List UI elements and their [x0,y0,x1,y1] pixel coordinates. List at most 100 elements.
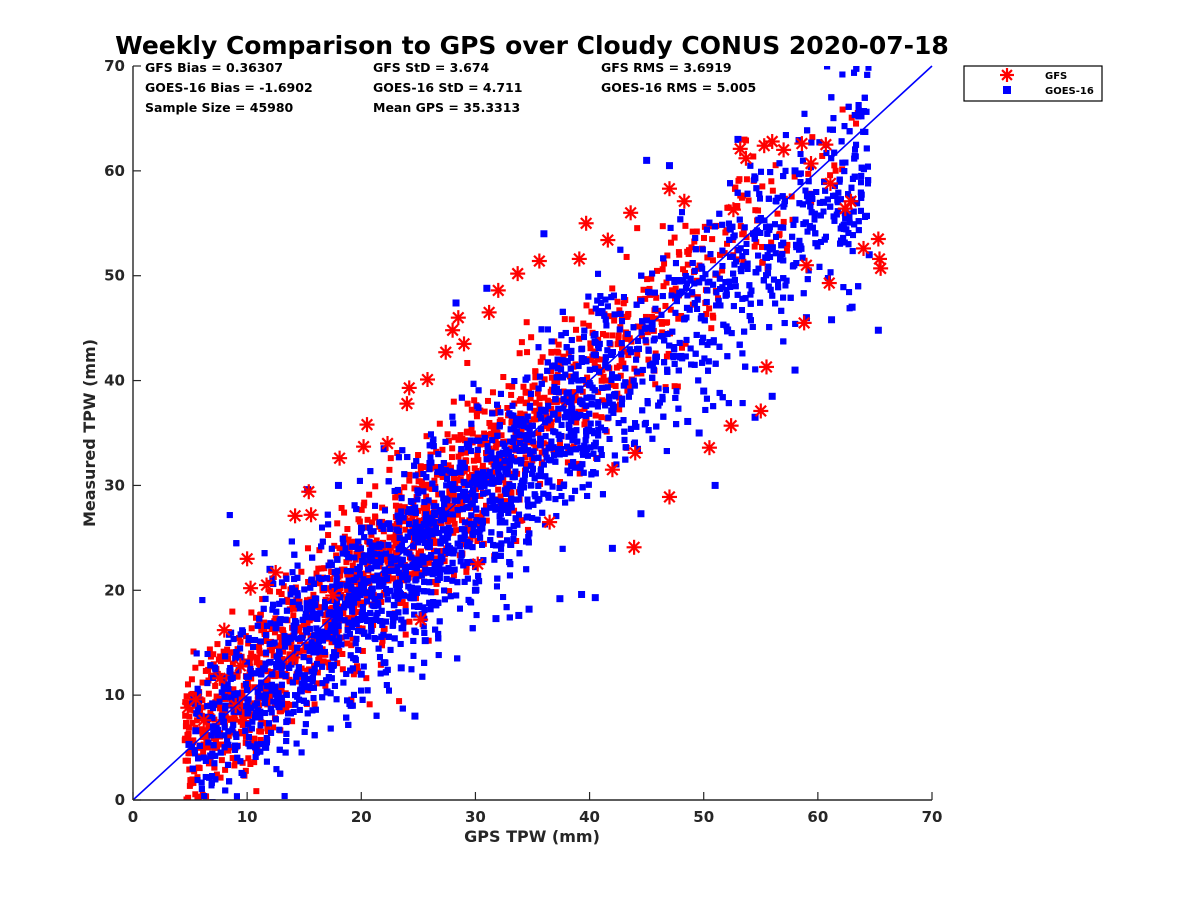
gfs-cloud-point [639,321,646,328]
gfs-cloud-point [560,353,567,360]
goes-cloud-point [263,649,270,656]
gfs-cloud-point [695,265,702,272]
gfs-cloud-point [253,659,260,666]
gfs-cloud-point [219,709,226,716]
gfs-cloud-point [602,377,609,384]
gfs-cloud-point [457,450,464,457]
goes-cloud-point [792,216,799,223]
gfs-cloud-point [394,449,401,456]
gfs-cloud-point [310,591,317,598]
goes-cloud-point [426,466,433,473]
goes-cloud-point [561,450,568,457]
gfs-cloud-point [256,619,263,626]
goes-cloud-point [242,681,249,688]
goes-cloud-point [399,574,406,581]
gfs-cloud-point [660,283,667,290]
gfs-cloud-point [523,319,530,326]
gfs-cloud-point [240,715,247,722]
gfs-cloud-point [432,555,439,562]
gfs-cloud-point [475,434,482,441]
goes-cloud-point [568,347,575,354]
goes-cloud-point [278,681,285,688]
gfs-cloud-point [257,736,264,743]
gfs-cloud-point [360,599,367,606]
goes-cloud-point [455,486,462,493]
gfs-cloud-point [211,764,218,771]
goes-cloud-point [325,674,332,681]
gfs-cloud-point [527,395,534,402]
gfs-cloud-point [583,302,590,309]
goes-cloud-point [580,469,587,476]
gfs-cloud-point [366,701,373,708]
gfs-cloud-point [616,406,623,413]
gfs-cloud-point [305,579,312,586]
goes-cloud-point [474,446,481,453]
gfs-cloud-point [537,358,544,365]
gfs-cloud-point [566,373,573,380]
gfs-cloud-point [258,728,265,735]
gfs-cloud-point [247,760,254,767]
goes-cloud-point [408,666,415,673]
gfs-cloud-point [264,668,271,675]
gfs-cloud-point [646,285,653,292]
gfs-cloud-point [544,397,551,404]
gfs-cloud-point [439,446,446,453]
gfs-cloud-point [314,669,321,676]
gfs-cloud-point [504,405,511,412]
gfs-cloud-point [336,587,343,594]
goes-cloud-point [544,367,551,374]
goes-cloud-point [719,247,726,254]
gfs-cloud-point [304,619,311,626]
gfs-cloud-point [459,499,466,506]
gfs-cloud-point [402,526,409,533]
goes-cloud-point [298,749,305,756]
gfs-cloud-point [289,718,296,725]
goes-cloud-point [349,608,356,615]
gfs-cloud-point [663,319,670,326]
gfs-cloud-point [584,374,591,381]
gfs-cloud-point [450,572,457,579]
gfs-cloud-point [511,507,518,514]
goes-cloud-point [263,735,270,742]
gfs-cloud-point [466,497,473,504]
gfs-cloud-point [704,254,711,261]
gfs-cloud-point [392,494,399,501]
gfs-cloud-point [489,389,496,396]
goes-cloud-point [569,437,576,444]
goes-cloud-point [756,195,763,202]
gfs-cloud-point [475,457,482,464]
gfs-cloud-point [248,650,255,657]
gfs-cloud-point [430,536,437,543]
gfs-cloud-point [576,335,583,342]
gfs-cloud-point [453,527,460,534]
gfs-cloud-point [401,504,408,511]
gfs-cloud-point [709,312,716,319]
goes-cloud-point [310,580,317,587]
gfs-cloud-point [603,332,610,339]
gfs-cloud-point [509,445,516,452]
gfs-cloud-point [724,204,731,211]
gfs-cloud-point [580,320,587,327]
gfs-cloud-point [492,438,499,445]
goes-cloud-point [342,545,349,552]
gfs-cloud-point [341,509,348,516]
gfs-cloud-point [339,666,346,673]
gfs-cloud-point [475,521,482,528]
goes-cloud-point [780,294,787,301]
goes-cloud-point [471,473,478,480]
gfs-cloud-point [572,326,579,333]
gfs-cloud-point [665,350,672,357]
gfs-cloud-point [468,406,475,413]
goes-cloud-point [509,402,516,409]
gfs-cloud-point [624,311,631,318]
goes-cloud-point [367,468,374,475]
gfs-cloud-point [532,416,539,423]
gfs-cloud-point [505,383,512,390]
goes-cloud-point [423,511,430,518]
goes-cloud-point [441,596,448,603]
gfs-cloud-point [768,239,775,246]
gfs-cloud-point [379,573,386,580]
goes-cloud-point [205,739,212,746]
gfs-cloud-point [315,565,322,572]
gfs-cloud-point [239,689,246,696]
